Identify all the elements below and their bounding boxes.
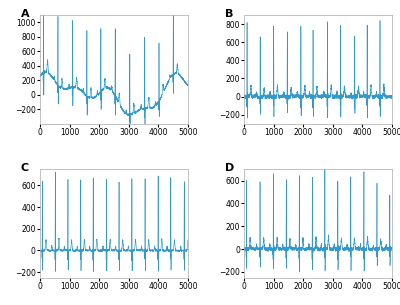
Text: A: A <box>21 9 29 19</box>
Text: D: D <box>225 163 234 173</box>
Text: B: B <box>225 9 233 19</box>
Text: C: C <box>21 163 29 173</box>
